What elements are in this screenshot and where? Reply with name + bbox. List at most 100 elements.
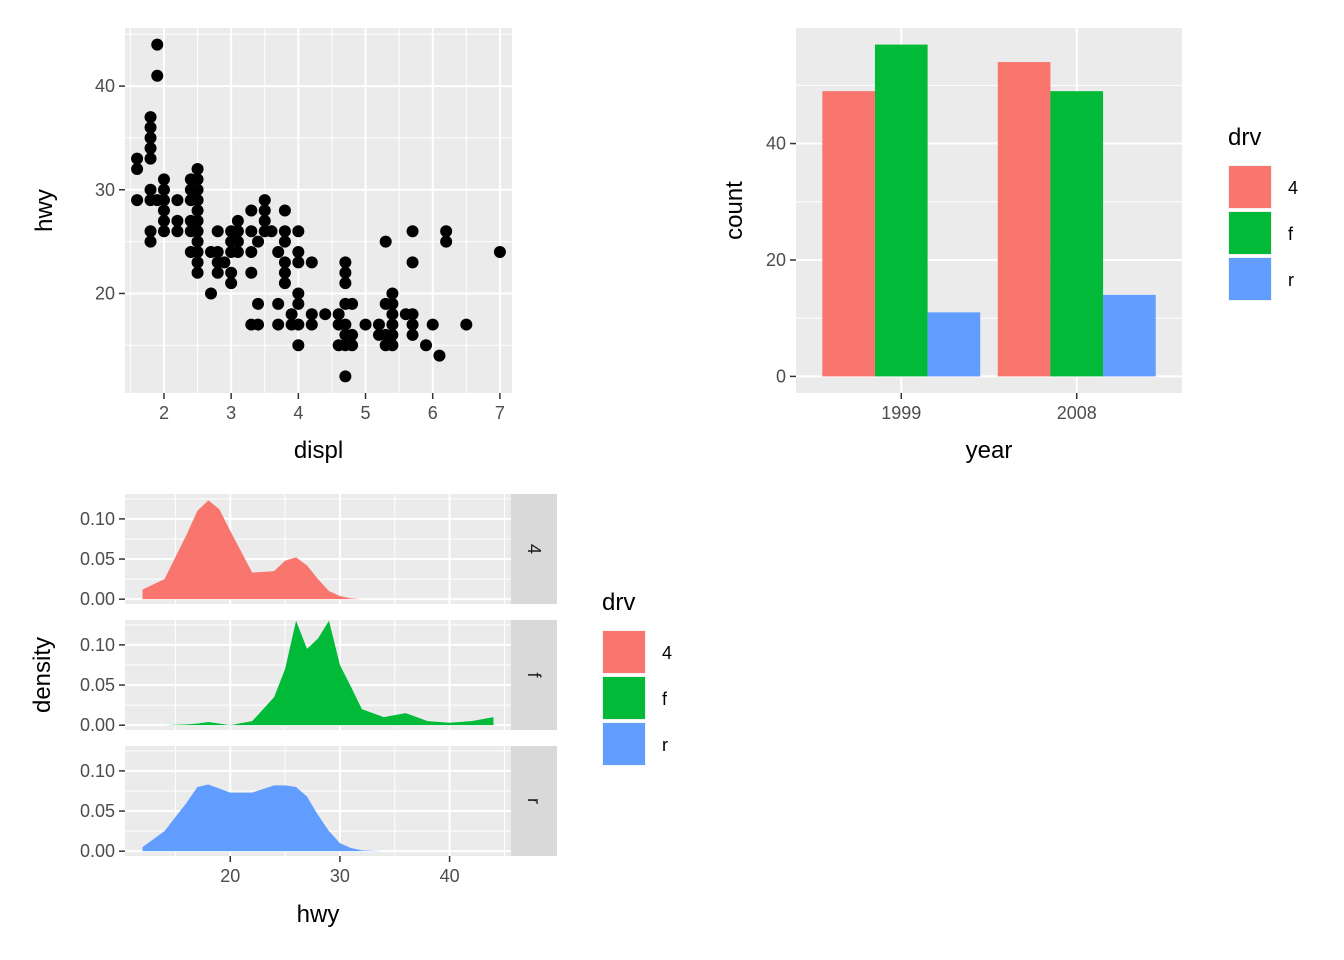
data-point	[265, 225, 278, 238]
data-point	[278, 256, 291, 269]
data-point	[406, 328, 419, 341]
data-point	[406, 318, 419, 331]
data-point	[211, 245, 224, 258]
data-point	[339, 370, 352, 383]
x-tick-label: 2008	[1057, 403, 1097, 423]
legend-label-4: 4	[662, 643, 672, 663]
facet-strip-4	[511, 494, 557, 604]
y-tick-label: 0.10	[80, 509, 115, 529]
data-point	[191, 194, 204, 207]
data-point	[151, 69, 164, 82]
data-point	[191, 173, 204, 186]
data-point	[372, 318, 385, 331]
data-point	[191, 225, 204, 238]
facet-strip-label-r: r	[524, 798, 544, 804]
scatter-plot: 2 3 4 5 6 7 20 30 40 displ hwy	[31, 28, 512, 464]
data-point	[171, 214, 184, 227]
data-point	[144, 235, 157, 248]
data-point	[278, 266, 291, 279]
data-point	[386, 308, 399, 321]
y-axis-title: density	[29, 637, 56, 713]
x-axis-title: year	[966, 437, 1013, 464]
legend-label-4: 4	[1288, 178, 1298, 198]
facet-panel-f: 0.00 0.05 0.10 f	[80, 620, 557, 735]
data-point	[426, 318, 439, 331]
data-point	[272, 297, 285, 310]
density-area-f	[142, 620, 494, 726]
legend-swatch-r	[1229, 258, 1271, 300]
data-point	[332, 308, 345, 321]
data-point	[339, 318, 352, 331]
data-point	[258, 194, 271, 207]
x-axis-title: hwy	[297, 901, 340, 928]
data-point	[292, 245, 305, 258]
data-point	[144, 131, 157, 144]
y-tick-label: 30	[95, 180, 115, 200]
data-point	[191, 266, 204, 279]
y-tick-label: 0.05	[80, 549, 115, 569]
data-point	[245, 204, 258, 217]
data-point	[157, 214, 170, 227]
facet-strip-f	[511, 620, 557, 730]
data-point	[278, 225, 291, 238]
data-point	[191, 183, 204, 196]
data-point	[245, 245, 258, 258]
data-point	[440, 225, 453, 238]
data-point	[305, 308, 318, 321]
bar-r-2008	[1103, 294, 1156, 377]
y-tick-label: 40	[766, 134, 786, 154]
y-tick-label: 0.10	[80, 761, 115, 781]
data-point	[157, 183, 170, 196]
x-tick-label: 7	[495, 403, 505, 423]
y-axis-title: hwy	[31, 189, 58, 232]
data-point	[131, 163, 144, 176]
x-tick-label: 40	[440, 866, 460, 886]
data-point	[157, 204, 170, 217]
data-point	[433, 349, 446, 362]
data-point	[292, 287, 305, 300]
data-point	[252, 318, 265, 331]
legend-swatch-f	[1229, 212, 1271, 254]
data-point	[131, 152, 144, 165]
legend-title: drv	[602, 589, 635, 616]
data-point	[319, 308, 332, 321]
data-point	[144, 142, 157, 155]
data-point	[191, 256, 204, 269]
bar-4-2008	[997, 62, 1051, 377]
bar-4-1999	[822, 91, 875, 377]
y-tick-label: 20	[766, 250, 786, 270]
data-point	[258, 214, 271, 227]
data-point	[346, 297, 359, 310]
data-point	[406, 225, 419, 238]
x-tick-label: 30	[330, 866, 350, 886]
data-point	[420, 339, 432, 352]
x-tick-label: 4	[293, 403, 303, 423]
bar-chart: 0 20 40 1999 2008 year count drv 4 f r	[721, 28, 1298, 464]
data-point	[144, 225, 157, 238]
data-point	[144, 183, 157, 196]
y-tick-label: 40	[95, 76, 115, 96]
legend-swatch-4	[603, 631, 645, 673]
data-point	[252, 235, 265, 248]
y-tick-label: 0.00	[80, 715, 115, 735]
data-point	[285, 308, 298, 321]
data-point	[258, 204, 271, 217]
data-point	[157, 225, 170, 238]
data-point	[305, 256, 318, 269]
data-point	[278, 235, 291, 248]
facet-strip-r	[511, 746, 557, 856]
legend-title: drv	[1228, 124, 1261, 151]
data-point	[406, 256, 419, 269]
x-tick-label: 1999	[881, 403, 921, 423]
data-point	[346, 328, 359, 341]
data-point	[386, 328, 399, 341]
facet-strip-label-f: f	[524, 672, 544, 678]
y-tick-label: 0.00	[80, 841, 115, 861]
y-tick-label: 0.10	[80, 635, 115, 655]
data-point	[379, 235, 392, 248]
data-point	[272, 245, 285, 258]
data-point	[231, 225, 244, 238]
data-point	[231, 235, 244, 248]
data-point	[339, 256, 352, 269]
